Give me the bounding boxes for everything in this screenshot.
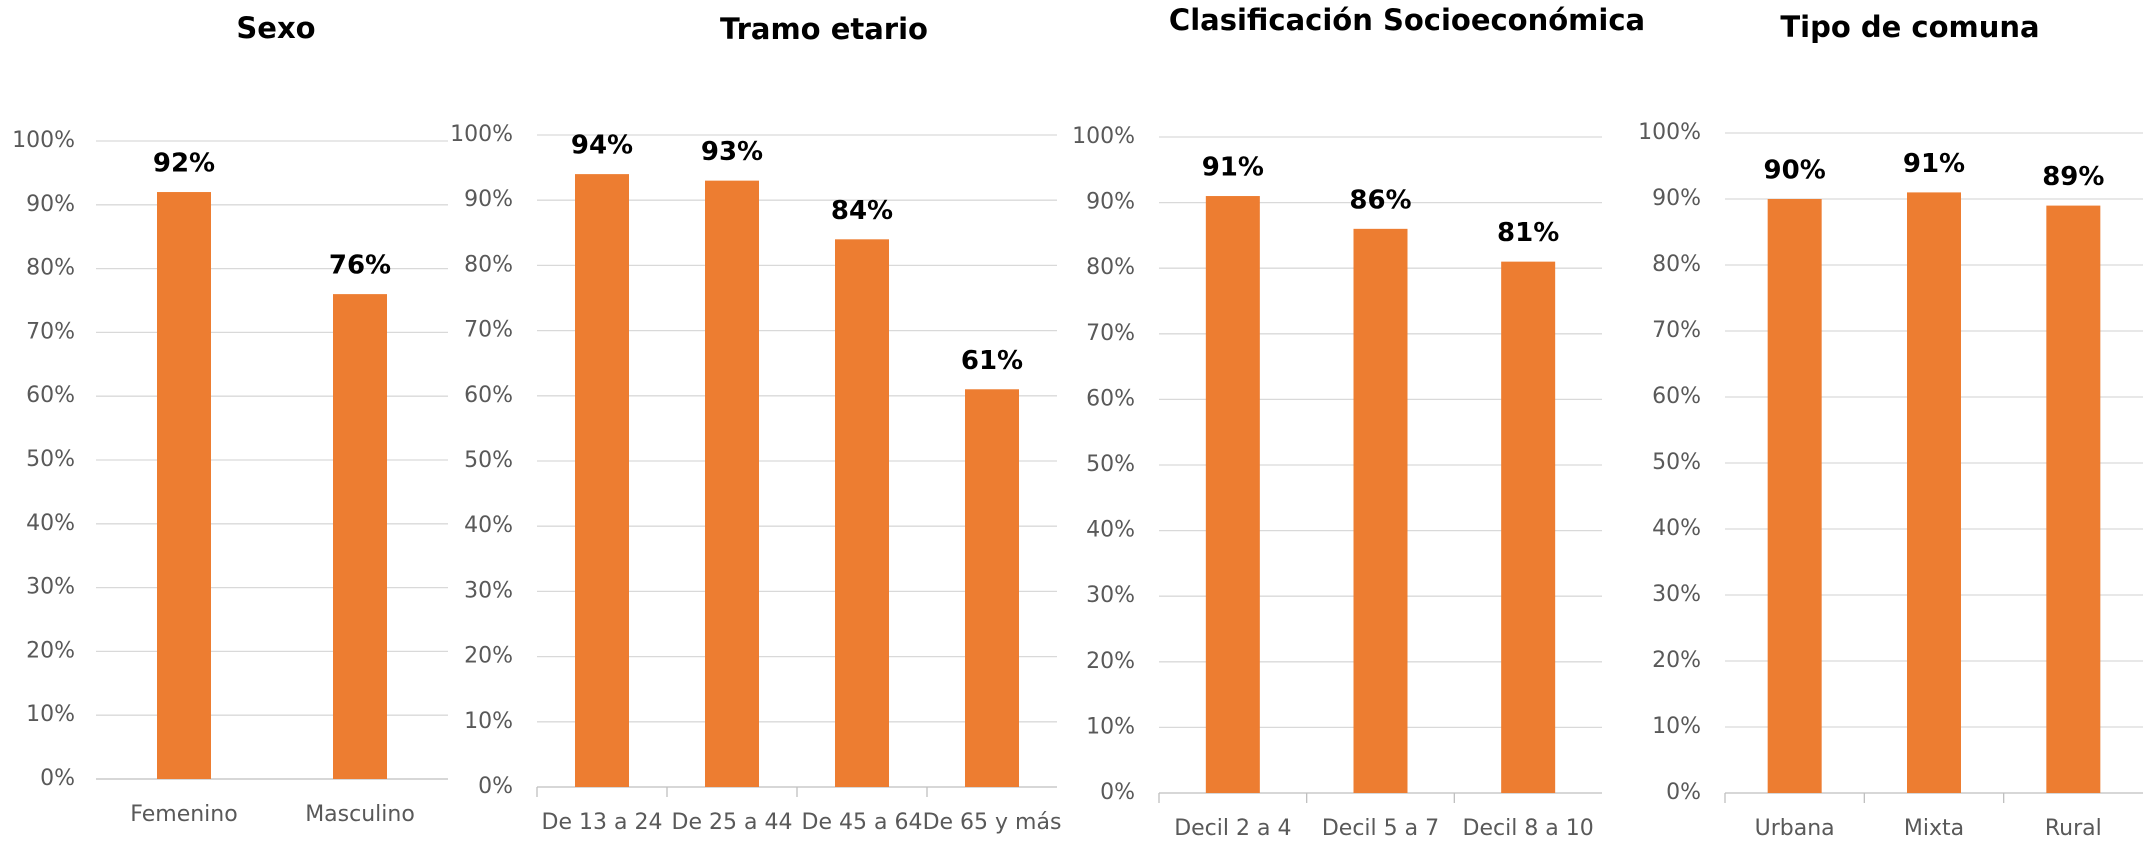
value-label: 81% (1497, 218, 1559, 248)
y-tick-label: 30% (464, 578, 513, 603)
y-tick-label: 10% (26, 702, 75, 727)
bar (965, 389, 1019, 787)
y-tick-label: 90% (26, 192, 75, 217)
y-tick-label: 90% (1086, 190, 1135, 215)
y-tick-label: 10% (1086, 714, 1135, 739)
bar (1353, 228, 1408, 794)
y-tick-label: 10% (1652, 714, 1701, 739)
bar (1907, 192, 1961, 793)
bar (1767, 199, 1822, 793)
x-tick-label: Mixta (1904, 816, 1964, 841)
value-label: 86% (1349, 185, 1411, 215)
y-tick-label: 0% (478, 774, 513, 799)
y-tick-label: 100% (1072, 124, 1135, 149)
x-tick-label: De 13 a 24 (542, 810, 663, 835)
x-tick-label: Urbana (1755, 816, 1835, 841)
y-tick-label: 30% (1652, 582, 1701, 607)
y-tick-label: 60% (464, 383, 513, 408)
value-label: 61% (961, 346, 1023, 376)
x-tick-label: Femenino (130, 802, 237, 827)
y-tick-label: 20% (1086, 649, 1135, 674)
y-tick-label: 20% (26, 638, 75, 663)
x-tick-label: Decil 2 a 4 (1174, 816, 1291, 841)
y-tick-label: 10% (464, 709, 513, 734)
bar (575, 174, 629, 787)
value-label: 93% (701, 137, 763, 167)
x-tick-label: De 65 y más (923, 810, 1062, 835)
chart-title: Sexo (236, 11, 315, 45)
y-tick-label: 60% (1086, 386, 1135, 411)
x-tick-label: Decil 8 a 10 (1463, 816, 1594, 841)
y-tick-label: 20% (464, 644, 513, 669)
value-label: 76% (329, 251, 391, 281)
y-tick-label: 70% (1086, 321, 1135, 346)
bar (835, 239, 889, 787)
value-label: 90% (1764, 156, 1826, 186)
bar (1501, 261, 1556, 793)
y-tick-label: 100% (12, 128, 75, 153)
y-tick-label: 80% (1086, 255, 1135, 280)
value-label: 94% (571, 131, 633, 161)
bar (333, 294, 387, 779)
y-tick-label: 90% (464, 187, 513, 212)
y-tick-label: 0% (1666, 780, 1701, 805)
y-tick-label: 60% (1652, 384, 1701, 409)
chart-title: Tipo de comuna (1780, 10, 2039, 44)
bar (2046, 205, 2101, 794)
y-tick-label: 20% (1652, 648, 1701, 673)
y-tick-label: 40% (1652, 516, 1701, 541)
y-tick-label: 30% (26, 575, 75, 600)
x-tick-label: De 45 a 64 (802, 810, 923, 835)
value-label: 84% (831, 196, 893, 226)
y-tick-label: 100% (1638, 120, 1701, 145)
y-tick-label: 80% (26, 256, 75, 281)
y-tick-label: 80% (464, 252, 513, 277)
y-tick-label: 90% (1652, 186, 1701, 211)
value-label: 91% (1903, 149, 1965, 179)
y-tick-label: 0% (40, 766, 75, 791)
x-tick-label: Rural (2045, 816, 2102, 841)
y-tick-label: 70% (464, 318, 513, 343)
value-label: 92% (153, 149, 215, 179)
y-tick-label: 40% (1086, 518, 1135, 543)
y-tick-label: 70% (1652, 318, 1701, 343)
chart-title: Tramo etario (720, 12, 928, 46)
x-tick-label: Masculino (305, 802, 415, 827)
y-tick-label: 30% (1086, 583, 1135, 608)
y-tick-label: 50% (464, 448, 513, 473)
bar (705, 180, 759, 787)
y-tick-label: 50% (1086, 452, 1135, 477)
x-tick-label: Decil 5 a 7 (1322, 816, 1439, 841)
y-tick-label: 40% (26, 511, 75, 536)
x-tick-label: De 25 a 44 (672, 810, 793, 835)
y-tick-label: 100% (450, 122, 513, 147)
y-tick-label: 80% (1652, 252, 1701, 277)
value-label: 91% (1202, 153, 1264, 183)
y-tick-label: 50% (1652, 450, 1701, 475)
chart-title: Clasificación Socioeconómica (1169, 3, 1645, 37)
bar (157, 192, 211, 780)
y-tick-label: 70% (26, 319, 75, 344)
y-tick-label: 40% (464, 513, 513, 538)
bar (1205, 196, 1260, 794)
y-tick-label: 60% (26, 383, 75, 408)
y-tick-label: 0% (1100, 780, 1135, 805)
value-label: 89% (2042, 162, 2104, 192)
y-tick-label: 50% (26, 447, 75, 472)
